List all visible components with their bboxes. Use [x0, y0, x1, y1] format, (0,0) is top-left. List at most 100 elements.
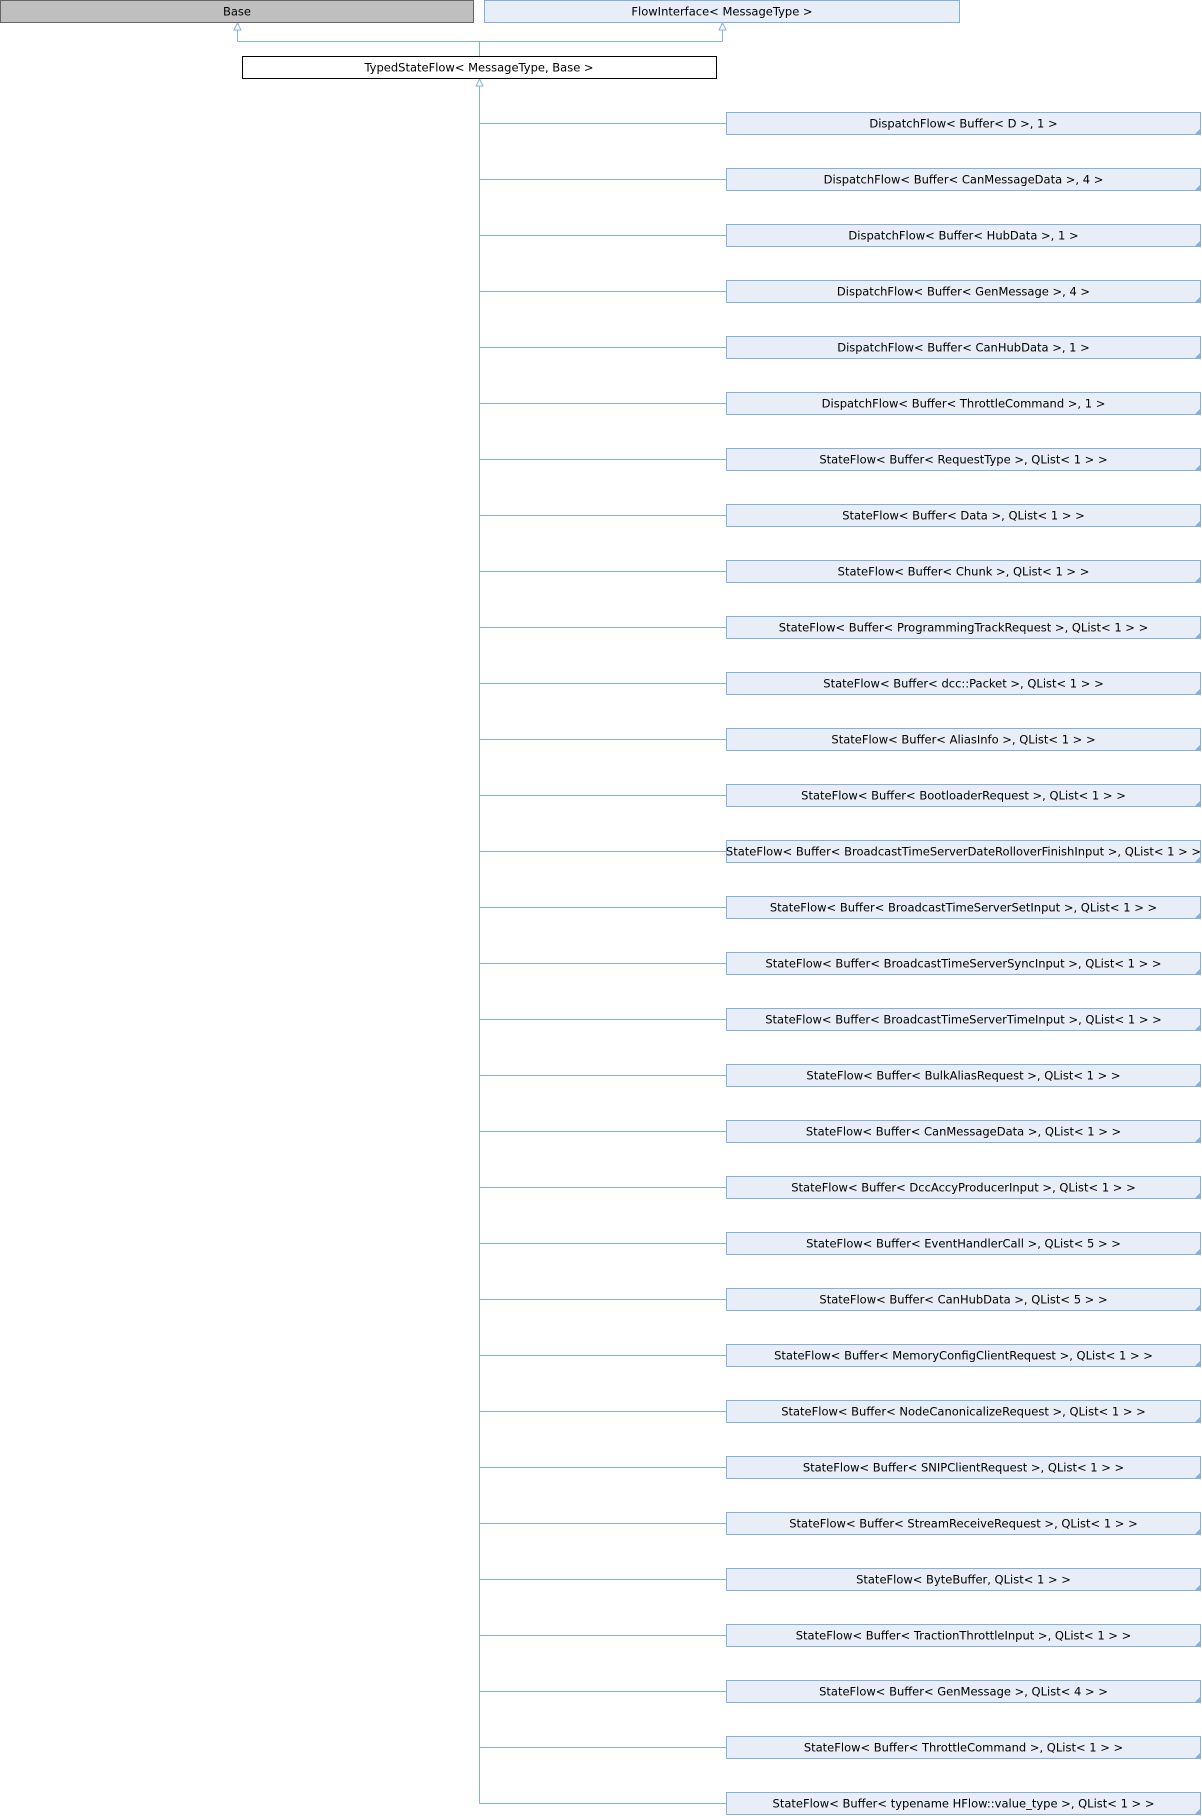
derived-class-label: StateFlow< Buffer< BroadcastTimeServerDa… — [726, 845, 1201, 859]
collapsed-marker-icon — [1194, 1808, 1201, 1815]
derived-class-label: StateFlow< Buffer< CanMessageData >, QLi… — [806, 1125, 1121, 1139]
derived-class-node[interactable]: StateFlow< Buffer< CanMessageData >, QLi… — [726, 1120, 1201, 1143]
collapsed-marker-icon — [1194, 1696, 1201, 1703]
collapsed-marker-icon — [1194, 1304, 1201, 1311]
derived-class-label: StateFlow< Buffer< ThrottleCommand >, QL… — [804, 1741, 1123, 1755]
arrow-to-flow-interface — [718, 21, 727, 31]
collapsed-marker-icon — [1194, 632, 1201, 639]
derived-class-box — [726, 1288, 1201, 1311]
derived-class-label: StateFlow< Buffer< MemoryConfigClientReq… — [774, 1349, 1153, 1363]
collapsed-marker-icon — [1194, 1136, 1201, 1143]
collapsed-marker-icon — [1194, 352, 1201, 359]
collapsed-marker-icon — [1194, 1360, 1201, 1367]
derived-class-label: StateFlow< Buffer< TractionThrottleInput… — [796, 1629, 1131, 1643]
arrow-to-focus — [475, 77, 484, 87]
collapsed-marker-icon — [1194, 968, 1201, 975]
derived-class-node[interactable]: StateFlow< Buffer< NodeCanonicalizeReque… — [726, 1400, 1201, 1423]
derived-class-label: StateFlow< Buffer< EventHandlerCall >, Q… — [806, 1237, 1121, 1251]
derived-class-box — [726, 1680, 1201, 1703]
derived-class-node[interactable]: StateFlow< Buffer< Data >, QList< 1 > > — [726, 504, 1201, 527]
derived-class-node[interactable]: StateFlow< Buffer< AliasInfo >, QList< 1… — [726, 728, 1201, 751]
derived-class-node[interactable]: StateFlow< ByteBuffer, QList< 1 > > — [726, 1568, 1201, 1591]
collapsed-marker-icon — [1194, 800, 1201, 807]
collapsed-marker-icon — [1194, 1192, 1201, 1199]
derived-class-node[interactable]: StateFlow< Buffer< ProgrammingTrackReque… — [726, 616, 1201, 639]
derived-class-node[interactable]: StateFlow< Buffer< BroadcastTimeServerDa… — [726, 840, 1201, 863]
derived-class-label: StateFlow< Buffer< GenMessage >, QList< … — [819, 1685, 1108, 1699]
derived-class-node[interactable]: StateFlow< Buffer< ThrottleCommand >, QL… — [726, 1736, 1201, 1759]
derived-class-box — [726, 840, 1201, 863]
derived-class-box — [726, 1232, 1201, 1255]
derived-class-box — [726, 1008, 1201, 1031]
derived-class-node[interactable]: StateFlow< Buffer< RequestType >, QList<… — [726, 448, 1201, 471]
derived-class-label: StateFlow< Buffer< SNIPClientRequest >, … — [803, 1461, 1124, 1475]
derived-class-node[interactable]: DispatchFlow< Buffer< GenMessage >, 4 > — [726, 280, 1201, 303]
derived-class-node[interactable]: StateFlow< Buffer< dcc::Packet >, QList<… — [726, 672, 1201, 695]
derived-class-node[interactable]: StateFlow< Buffer< BroadcastTimeServerSy… — [726, 952, 1201, 975]
derived-class-node[interactable]: DispatchFlow< Buffer< HubData >, 1 > — [726, 224, 1201, 247]
derived-class-node[interactable]: StateFlow< Buffer< EventHandlerCall >, Q… — [726, 1232, 1201, 1255]
derived-class-box — [726, 504, 1201, 527]
derived-class-list: DispatchFlow< Buffer< D >, 1 > DispatchFl… — [726, 112, 1201, 1815]
derived-class-box — [726, 784, 1201, 807]
derived-class-box — [726, 1736, 1201, 1759]
collapsed-marker-icon — [1194, 128, 1201, 135]
derived-class-node[interactable]: StateFlow< Buffer< CanHubData >, QList< … — [726, 1288, 1201, 1311]
derived-class-node[interactable]: StateFlow< Buffer< StreamReceiveRequest … — [726, 1512, 1201, 1535]
collapsed-marker-icon — [1194, 912, 1201, 919]
derived-class-node[interactable]: StateFlow< Buffer< DccAccyProducerInput … — [726, 1176, 1201, 1199]
derived-class-box — [726, 1456, 1201, 1479]
derived-class-box — [726, 672, 1201, 695]
derived-class-node[interactable]: StateFlow< Buffer< typename HFlow::value… — [726, 1792, 1201, 1815]
class-label-flow-interface: FlowInterface< MessageType > — [631, 5, 812, 19]
class-node-base[interactable]: Base — [0, 0, 474, 23]
derived-class-label: StateFlow< Buffer< RequestType >, QList<… — [819, 453, 1107, 467]
collapsed-marker-icon — [1194, 408, 1201, 415]
collapsed-marker-icon — [1194, 240, 1201, 247]
derived-class-node[interactable]: DispatchFlow< Buffer< CanMessageData >, … — [726, 168, 1201, 191]
derived-class-box — [726, 896, 1201, 919]
derived-class-box — [726, 112, 1201, 135]
derived-class-node[interactable]: StateFlow< Buffer< BootloaderRequest >, … — [726, 784, 1201, 807]
collapsed-marker-icon — [1194, 1752, 1201, 1759]
derived-class-node[interactable]: StateFlow< Buffer< TractionThrottleInput… — [726, 1624, 1201, 1647]
collapsed-marker-icon — [1194, 1080, 1201, 1087]
derived-class-label: StateFlow< Buffer< BulkAliasRequest >, Q… — [806, 1069, 1120, 1083]
derived-class-box — [726, 168, 1201, 191]
class-node-typed-state-flow[interactable]: TypedStateFlow< MessageType, Base > — [242, 56, 717, 79]
derived-class-label: StateFlow< Buffer< StreamReceiveRequest … — [789, 1517, 1137, 1531]
derived-class-node[interactable]: StateFlow< Buffer< GenMessage >, QList< … — [726, 1680, 1201, 1703]
derived-class-box — [726, 224, 1201, 247]
derived-class-label: DispatchFlow< Buffer< CanMessageData >, … — [824, 173, 1104, 187]
derived-class-box — [726, 1792, 1201, 1815]
derived-class-box — [726, 560, 1201, 583]
derived-class-node[interactable]: StateFlow< Buffer< MemoryConfigClientReq… — [726, 1344, 1201, 1367]
derived-class-box — [726, 280, 1201, 303]
derived-class-label: DispatchFlow< Buffer< D >, 1 > — [869, 117, 1057, 131]
collapsed-marker-icon — [1194, 744, 1201, 751]
derived-class-label: StateFlow< Buffer< typename HFlow::value… — [773, 1797, 1155, 1811]
derived-class-node[interactable]: StateFlow< Buffer< BroadcastTimeServerSe… — [726, 896, 1201, 919]
derived-class-node[interactable]: StateFlow< Buffer< BroadcastTimeServerTi… — [726, 1008, 1201, 1031]
collapsed-marker-icon — [1194, 1528, 1201, 1535]
collapsed-marker-icon — [1194, 1472, 1201, 1479]
derived-class-label: StateFlow< Buffer< Chunk >, QList< 1 > > — [838, 565, 1090, 579]
derived-class-label: StateFlow< Buffer< BootloaderRequest >, … — [801, 789, 1126, 803]
collapsed-marker-icon — [1194, 1640, 1201, 1647]
collapsed-marker-icon — [1194, 464, 1201, 471]
derived-class-box — [726, 1624, 1201, 1647]
derived-class-box — [726, 616, 1201, 639]
derived-class-box — [726, 1120, 1201, 1143]
derived-class-node[interactable]: StateFlow< Buffer< SNIPClientRequest >, … — [726, 1456, 1201, 1479]
derived-class-node[interactable]: DispatchFlow< Buffer< CanHubData >, 1 > — [726, 336, 1201, 359]
derived-class-node[interactable]: DispatchFlow< Buffer< ThrottleCommand >,… — [726, 392, 1201, 415]
derived-class-label: StateFlow< Buffer< AliasInfo >, QList< 1… — [831, 733, 1095, 747]
derived-class-box — [726, 1400, 1201, 1423]
collapsed-marker-icon — [1194, 296, 1201, 303]
inheritance-edges — [233, 21, 727, 1804]
derived-class-node[interactable]: StateFlow< Buffer< BulkAliasRequest >, Q… — [726, 1064, 1201, 1087]
class-node-flow-interface[interactable]: FlowInterface< MessageType > — [484, 0, 960, 23]
derived-class-node[interactable]: StateFlow< Buffer< Chunk >, QList< 1 > > — [726, 560, 1201, 583]
derived-class-node[interactable]: DispatchFlow< Buffer< D >, 1 > — [726, 112, 1201, 135]
